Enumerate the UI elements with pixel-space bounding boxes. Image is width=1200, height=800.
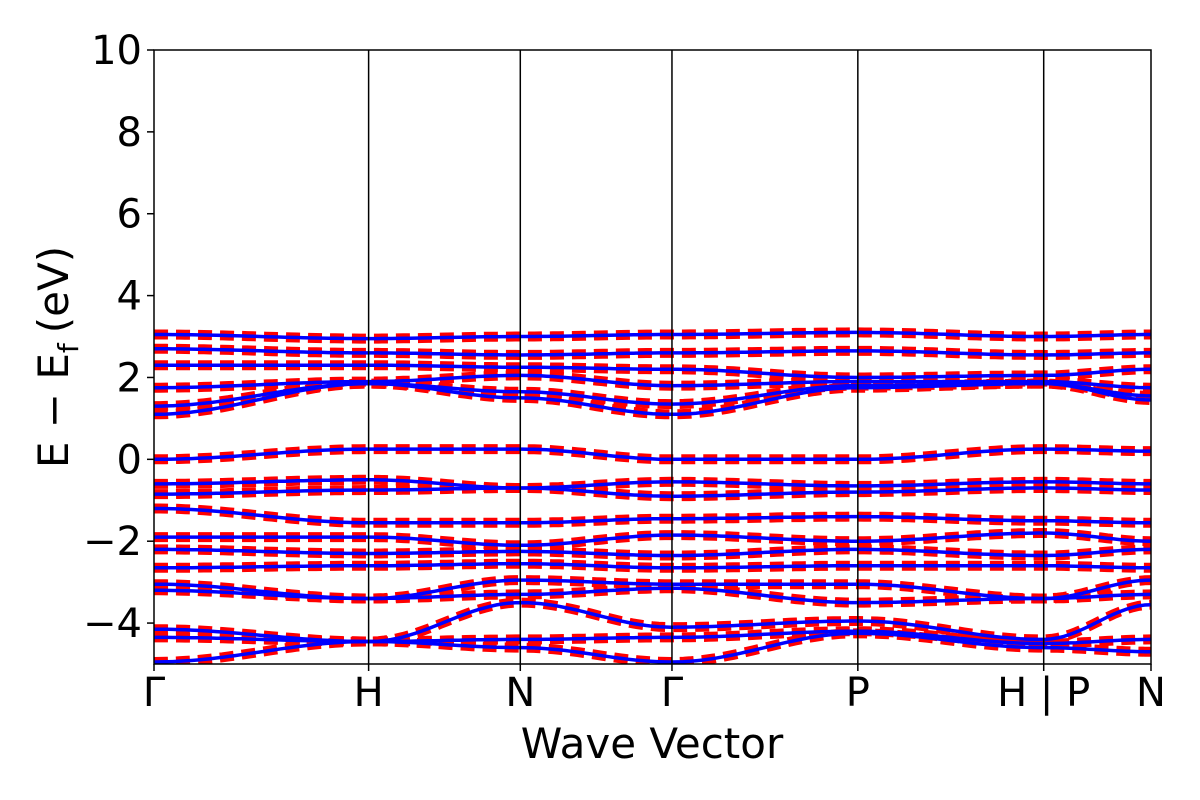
y-tick-label: −4 — [83, 601, 142, 647]
band-line-3 — [154, 363, 1151, 380]
x-axis-label: Wave Vector — [521, 719, 784, 768]
x-tick-label: Γ — [661, 670, 684, 716]
y-axis-label-subscript: f — [52, 342, 85, 353]
x-tick-label: Γ — [143, 670, 166, 716]
x-axis-ticks: Γ H N Γ P H | P N — [143, 664, 1166, 716]
y-axis-label: E − Ef (eV) — [29, 246, 85, 468]
bands-layer — [154, 330, 1151, 664]
x-tick-label: N — [505, 670, 535, 716]
band-line-16 — [154, 629, 1151, 646]
band-line-8 — [154, 486, 1151, 498]
band-line-17 — [154, 631, 1151, 664]
plot-frame — [153, 49, 1152, 665]
band-line-10 — [154, 531, 1151, 548]
band-line-12 — [154, 561, 1151, 570]
x-tick-label: H — [354, 670, 384, 716]
band-line-14 — [154, 586, 1151, 605]
y-tick-label: 10 — [91, 28, 142, 74]
band-line-11 — [154, 547, 1151, 558]
band-line-6 — [154, 447, 1151, 462]
y-axis-label-unit: (eV) — [29, 246, 78, 333]
y-tick-label: 0 — [117, 437, 142, 483]
y-tick-label: 6 — [117, 192, 142, 238]
y-tick-label: 2 — [117, 355, 142, 401]
band-line-7 — [154, 478, 1151, 490]
y-tick-label: 4 — [117, 274, 142, 320]
y-axis-ticks: −4 −2 0 2 4 6 8 10 — [83, 28, 154, 647]
x-tick-label: P — [846, 670, 870, 716]
y-axis-label-main: E − E — [29, 353, 78, 468]
y-tick-label: −2 — [83, 519, 142, 565]
band-line-9 — [154, 506, 1151, 525]
x-tick-label: H | P — [997, 670, 1090, 716]
kpoint-lines — [367, 50, 1045, 664]
x-tick-label: N — [1136, 670, 1166, 716]
y-tick-label: 8 — [117, 110, 142, 156]
band-line-1 — [154, 381, 1151, 408]
band-line-4 — [154, 347, 1151, 357]
band-line-2 — [154, 373, 1151, 390]
band-line-5 — [154, 330, 1151, 341]
